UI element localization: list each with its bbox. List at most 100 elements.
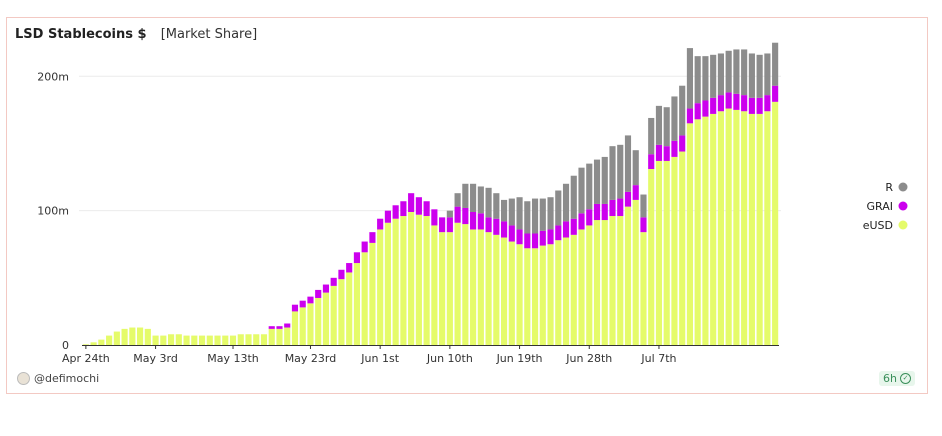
bar-eusd: [346, 272, 353, 345]
bar-eusd: [144, 328, 151, 345]
bar-eusd: [268, 328, 275, 345]
x-tick-label: Jul 7th: [640, 352, 676, 365]
bar-eusd: [694, 119, 701, 345]
bar-r: [671, 96, 678, 141]
bar-r: [717, 53, 724, 96]
bar-grai: [562, 221, 570, 238]
bar-eusd: [431, 225, 438, 345]
bar-r: [508, 198, 515, 226]
bar-grai: [470, 211, 477, 230]
bar-eusd: [330, 285, 337, 345]
legend-swatch: [898, 182, 908, 192]
bar-eusd: [772, 101, 779, 345]
bar-grai: [648, 154, 655, 170]
bar-r: [586, 163, 593, 210]
bar-r: [593, 159, 601, 204]
bar-eusd: [291, 311, 299, 345]
bar-eusd: [446, 232, 453, 345]
bar-eusd: [531, 248, 539, 345]
x-tick-label: May 3rd: [133, 352, 178, 365]
bar-r: [446, 210, 453, 218]
bar-grai: [338, 269, 345, 280]
x-tick-label: May 23rd: [285, 352, 337, 365]
refresh-badge[interactable]: 6h ✓: [879, 371, 915, 386]
bar-eusd: [377, 229, 384, 345]
bar-r: [578, 167, 585, 214]
bar-eusd: [756, 113, 763, 345]
bar-eusd: [725, 108, 732, 346]
author-name: @defimochi: [34, 372, 100, 385]
x-tick-label: Jun 19th: [496, 352, 543, 365]
bar-eusd: [764, 111, 771, 346]
bar-eusd: [392, 218, 399, 345]
bar-r: [531, 198, 539, 234]
bar-eusd: [82, 344, 89, 345]
bar-grai: [694, 103, 701, 120]
bar-eusd: [485, 232, 492, 345]
bar-eusd: [454, 222, 461, 345]
bar-eusd: [640, 232, 647, 345]
bar-grai: [322, 284, 330, 293]
x-tick-label: Jun 28th: [565, 352, 612, 365]
bar-r: [547, 197, 554, 230]
bar-grai: [578, 213, 585, 230]
chart-subtitle: [Market Share]: [160, 27, 258, 42]
bar-grai: [756, 97, 763, 114]
bar-eusd: [570, 234, 577, 345]
bar-r: [477, 186, 484, 214]
bar-grai: [346, 263, 353, 273]
bar-eusd: [632, 199, 639, 345]
bar-r: [617, 144, 624, 199]
bar-eusd: [555, 240, 562, 345]
bar-eusd: [562, 237, 570, 345]
bar-r: [562, 183, 570, 222]
bar-eusd: [400, 216, 407, 345]
bar-grai: [400, 201, 407, 217]
y-tick-label: 0: [62, 339, 69, 352]
bar-grai: [570, 218, 577, 235]
bar-eusd: [245, 334, 252, 345]
bar-eusd: [338, 279, 345, 345]
bar-eusd: [717, 111, 724, 346]
bar-r: [710, 54, 717, 98]
bar-eusd: [106, 335, 113, 345]
bar-r: [524, 201, 531, 234]
bar-grai: [477, 213, 484, 230]
bar-eusd: [175, 334, 182, 345]
bar-eusd: [508, 241, 515, 345]
bar-r: [539, 198, 546, 231]
bar-eusd: [586, 225, 593, 345]
bar-eusd: [648, 169, 655, 345]
bar-grai: [408, 193, 415, 212]
chart-title: LSD Stablecoins $ [Market Share]: [15, 27, 257, 42]
bar-grai: [702, 100, 709, 117]
bar-eusd: [167, 334, 175, 345]
bar-grai: [772, 85, 779, 102]
bar-eusd: [617, 216, 624, 345]
bar-grai: [710, 97, 717, 114]
bar-grai: [748, 97, 755, 114]
bar-eusd: [671, 156, 678, 345]
chart-card: LSD Stablecoins $ [Market Share] 0 100m 20…: [6, 17, 928, 394]
bar-eusd: [137, 327, 144, 345]
bar-eusd: [710, 113, 717, 345]
bar-grai: [493, 218, 500, 235]
bar-grai: [764, 95, 771, 112]
bar-r: [601, 156, 608, 204]
bar-eusd: [198, 335, 206, 345]
bar-grai: [671, 140, 678, 157]
x-tick-label: Jun 1st: [360, 352, 399, 365]
bar-grai: [369, 232, 376, 243]
bar-eusd: [624, 206, 632, 345]
bar-grai: [555, 225, 562, 241]
bar-grai: [617, 198, 624, 217]
bar-eusd: [679, 151, 686, 345]
bar-grai: [531, 233, 539, 249]
bar-eusd: [307, 303, 314, 345]
bar-eusd: [284, 327, 291, 345]
bar-eusd: [369, 242, 376, 345]
bar-r: [694, 56, 701, 104]
bar-eusd: [90, 342, 97, 345]
author-credit[interactable]: @defimochi: [17, 372, 99, 385]
bar-grai: [632, 185, 639, 200]
